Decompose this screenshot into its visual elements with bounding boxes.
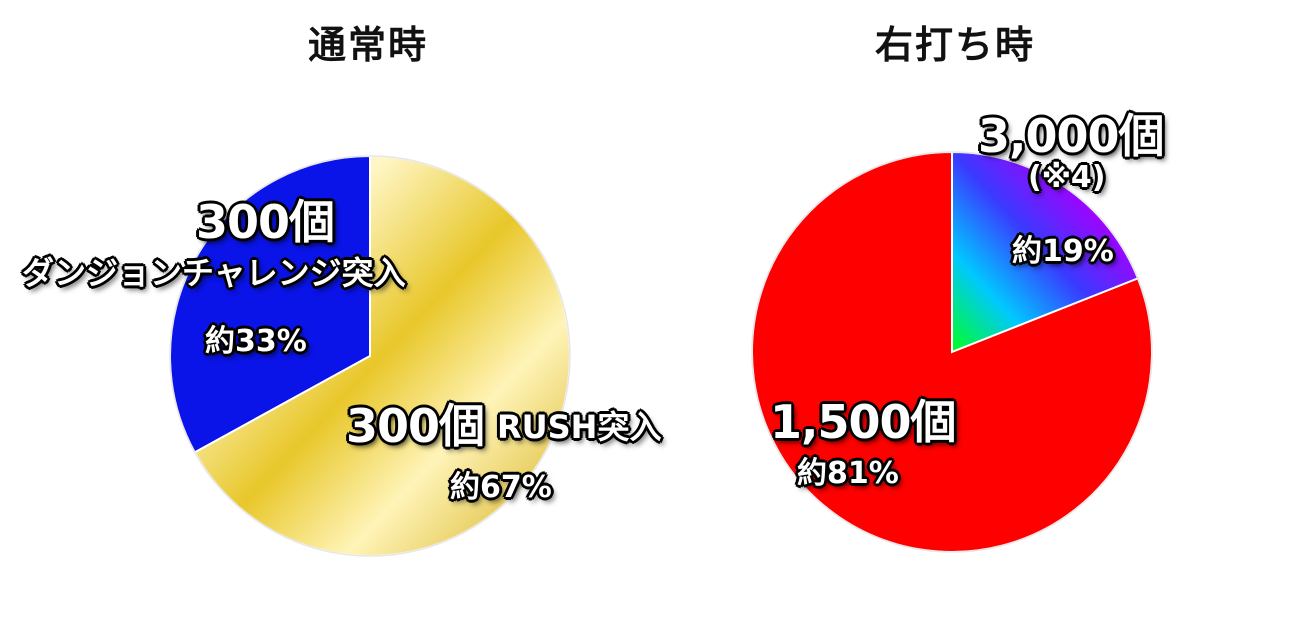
slice-percent-dungeon: 約33% [205, 324, 307, 359]
slice-label-value-rush: 300個 [346, 399, 485, 453]
slice-percent-3000: 約19% [1012, 234, 1114, 269]
slice-label-desc-dungeon: ダンジョンチャレンジ突入 [22, 254, 406, 292]
slice-label-value-dungeon: 300個 [196, 195, 335, 249]
slice-percent-rush: 約67% [450, 470, 552, 505]
pie-outline [169, 155, 571, 557]
pie-outline [751, 151, 1153, 553]
chart-title-right-hit: 右打ち時 [874, 23, 1035, 67]
slice-label-value-1500: 1,500個 [770, 395, 957, 449]
chart-title-normal: 通常時 [307, 23, 428, 67]
slice-percent-1500: 約81% [797, 456, 899, 491]
slice-label-value-3000: 3,000個 [978, 109, 1165, 163]
slice-label-desc-rush: RUSH突入 [497, 408, 662, 446]
slice-label-note-3000: (※4) [1028, 160, 1106, 195]
